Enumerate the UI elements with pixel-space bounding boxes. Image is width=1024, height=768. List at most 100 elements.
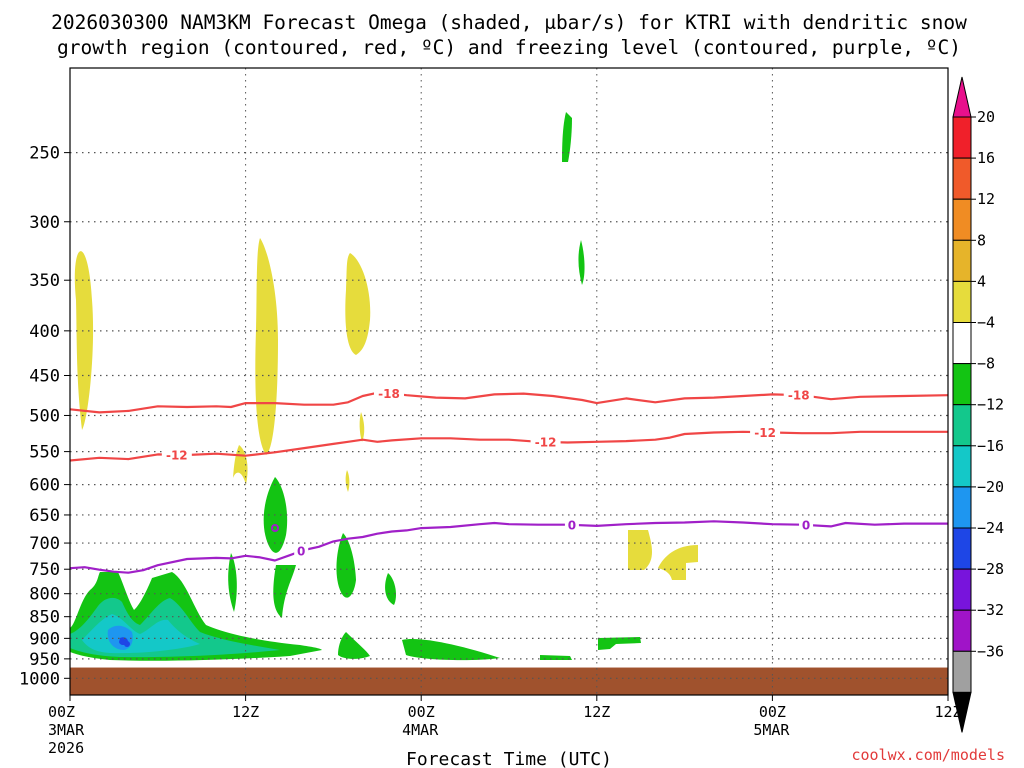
contour-label: 0 xyxy=(568,518,576,532)
colorbar-swatch xyxy=(952,239,972,282)
colorbar-label: 12 xyxy=(977,190,995,208)
y-tick-label: 250 xyxy=(29,144,60,164)
colorbar-swatch xyxy=(952,527,972,570)
x-tick-label: 12Z xyxy=(934,703,961,721)
colorbar-swatch xyxy=(952,363,972,406)
colorbar-label: 16 xyxy=(977,149,995,167)
y-tick-label: 750 xyxy=(29,560,60,580)
colorbar-label: −8 xyxy=(977,355,995,373)
y-tick-label: 550 xyxy=(29,443,60,463)
credit-text: coolwx.com/models xyxy=(851,746,1005,764)
colorbar-label: −4 xyxy=(977,314,995,332)
x-tick-label: 00Z xyxy=(48,703,75,721)
colorbar-swatch xyxy=(952,568,972,611)
contour-label-background xyxy=(374,386,405,401)
pressure-gridlines xyxy=(70,68,948,695)
x-tick-label: 00Z xyxy=(759,703,786,721)
contour-label: -12 xyxy=(535,436,557,450)
omega-negative-region xyxy=(562,112,572,162)
omega-negative-region xyxy=(273,565,296,618)
y-tick-label: 850 xyxy=(29,608,60,628)
x-tick-label: 4MAR xyxy=(402,721,439,739)
contour-label-background xyxy=(530,435,561,450)
y-tick-label: 450 xyxy=(29,367,60,387)
omega-negative-region xyxy=(228,553,237,612)
colorbar-swatch xyxy=(952,609,972,652)
colorbar-label: −20 xyxy=(977,478,1004,496)
y-tick-label: 950 xyxy=(29,650,60,670)
omega-positive-region xyxy=(74,251,94,430)
colorbar-label: 4 xyxy=(977,272,986,290)
colorbar-top-arrow xyxy=(952,76,972,118)
colorbar-swatch xyxy=(952,445,972,488)
colorbar-label: −16 xyxy=(977,437,1004,455)
contour-label-background xyxy=(294,544,309,559)
contour-label-background xyxy=(564,517,579,532)
omega-negative-region xyxy=(385,573,396,605)
contour-line-freezing xyxy=(70,520,948,574)
colorbar-swatch xyxy=(952,157,972,200)
x-tick-label: 12Z xyxy=(583,703,610,721)
y-axis: 2503003504004505005506006507007508008509… xyxy=(19,144,70,689)
omega-positive-region xyxy=(255,238,278,455)
colorbar-label: −28 xyxy=(977,560,1004,578)
omega-positive-region xyxy=(359,412,365,442)
x-tick-label: 2026 xyxy=(48,739,84,757)
x-tick-label: 5MAR xyxy=(753,721,790,739)
colorbar-swatch xyxy=(952,404,972,447)
contour-label-background xyxy=(161,447,192,462)
contour-label: -18 xyxy=(788,389,810,403)
colorbar-label: −36 xyxy=(977,642,1004,660)
omega-negative-region xyxy=(578,240,585,285)
plot-area xyxy=(70,68,948,695)
y-tick-label: 650 xyxy=(29,506,60,526)
colorbar-label: 8 xyxy=(977,231,986,249)
x-tick-label: 12Z xyxy=(232,703,259,721)
colorbar-swatch xyxy=(952,650,972,693)
colorbar-swatch xyxy=(952,486,972,529)
contour-label: -12 xyxy=(754,426,776,440)
y-tick-label: 400 xyxy=(29,322,60,342)
omega-peak-marker xyxy=(124,641,130,647)
colorbar-swatch xyxy=(952,198,972,241)
chart-title-line1: 2026030300 NAM3KM Forecast Omega (shaded… xyxy=(51,11,967,34)
colorbar-bottom-arrow xyxy=(952,691,972,733)
y-tick-label: 350 xyxy=(29,271,60,291)
colorbar-label: −32 xyxy=(977,601,1004,619)
contour-label-background xyxy=(783,388,814,403)
contour-label: 0 xyxy=(297,545,305,559)
colorbar-label: −12 xyxy=(977,396,1004,414)
contour-label: -12 xyxy=(166,448,188,462)
omega-negative-region xyxy=(598,637,641,650)
colorbar-label: 20 xyxy=(977,108,995,126)
colorbar-swatch xyxy=(952,116,972,159)
contour-label: 0 xyxy=(802,518,810,532)
surface-terrain xyxy=(70,667,948,695)
y-tick-label: 500 xyxy=(29,406,60,426)
temperature-contours: -18 -18 -12 -12 -12 0 0 0 xyxy=(70,386,948,574)
y-tick-label: 700 xyxy=(29,534,60,554)
omega-positive-region xyxy=(345,253,371,355)
x-axis-label: Forecast Time (UTC) xyxy=(406,749,612,768)
contour-label-background xyxy=(750,425,781,440)
colorbar-swatch xyxy=(952,280,972,323)
y-tick-label: 600 xyxy=(29,476,60,496)
contour-line-dgz xyxy=(70,391,948,414)
surface-fill xyxy=(70,667,948,695)
colorbar: 20 16 12 8 4 −4 −8 −12 −16 −20 −24 −28 −32 −36 xyxy=(952,76,1004,733)
chart-title-line2: growth region (contoured, red, ºC) and f… xyxy=(57,36,961,59)
y-tick-label: 1000 xyxy=(19,669,60,689)
contour-label-background xyxy=(799,517,814,532)
colorbar-swatch xyxy=(952,322,972,365)
omega-positive-region xyxy=(345,470,350,492)
colorbar-label: −24 xyxy=(977,519,1004,537)
x-tick-label: 3MAR xyxy=(48,721,85,739)
x-tick-label: 00Z xyxy=(408,703,435,721)
omega-negative-region xyxy=(540,655,572,660)
y-tick-label: 800 xyxy=(29,585,60,605)
y-tick-label: 300 xyxy=(29,213,60,233)
plot-border xyxy=(69,67,949,696)
y-tick-label: 900 xyxy=(29,629,60,649)
